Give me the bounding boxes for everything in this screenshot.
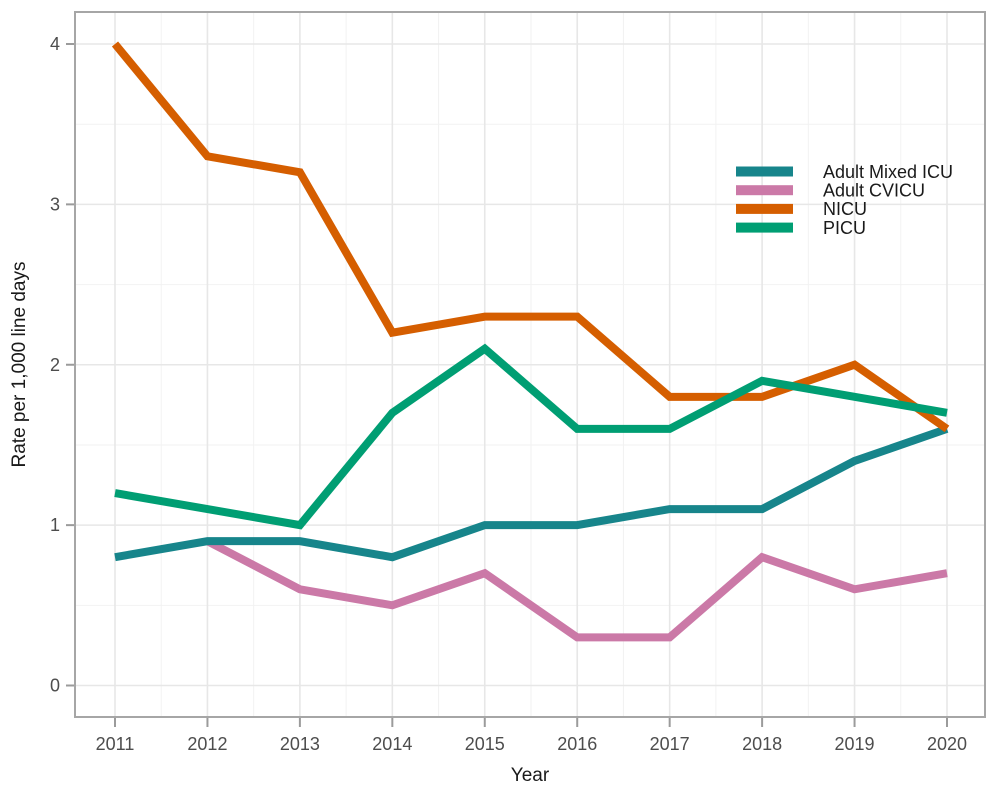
y-tick-label: 2 <box>50 355 60 375</box>
legend-item-nicu: NICU <box>736 199 867 219</box>
legend-swatch-picu <box>736 222 793 233</box>
x-tick-label: 2014 <box>372 734 412 754</box>
x-tick-label: 2016 <box>557 734 597 754</box>
x-tick-label: 2017 <box>650 734 690 754</box>
legend-label-adult-cvicu: Adult CVICU <box>823 181 925 201</box>
legend-label-picu: PICU <box>823 218 866 238</box>
x-tick-label: 2012 <box>187 734 227 754</box>
y-tick-label: 0 <box>50 676 60 696</box>
y-axis: 0 1 2 3 4 <box>50 34 74 696</box>
legend-swatch-nicu <box>736 203 793 214</box>
legend-swatch-adult-cvicu <box>736 185 793 196</box>
y-tick-label: 3 <box>50 194 60 214</box>
series-line-nicu <box>111 41 950 433</box>
x-tick-label: 2020 <box>927 734 967 754</box>
series-line-adult-cvicu <box>205 537 948 642</box>
series-lines <box>111 41 950 642</box>
panel-border <box>74 11 986 718</box>
x-tick-label: 2013 <box>280 734 320 754</box>
legend-label-adult-mixed-icu: Adult Mixed ICU <box>823 162 953 182</box>
x-tick-label: 2019 <box>835 734 875 754</box>
x-tick-label: 2015 <box>465 734 505 754</box>
series-line-picu <box>114 343 948 530</box>
legend-item-adult-mixed-icu: Adult Mixed ICU <box>736 162 953 182</box>
y-tick-label: 1 <box>50 515 60 535</box>
y-axis-title: Rate per 1,000 line days <box>9 262 30 468</box>
legend-label-nicu: NICU <box>823 199 867 219</box>
x-axis-title: Year <box>511 765 550 786</box>
x-tick-label: 2011 <box>96 734 135 754</box>
gridlines <box>75 12 985 717</box>
legend-item-adult-cvicu: Adult CVICU <box>736 181 925 201</box>
legend-swatch-adult-mixed-icu <box>736 166 793 177</box>
legend-item-picu: PICU <box>736 218 866 238</box>
x-tick-label: 2018 <box>742 734 782 754</box>
y-tick-label: 4 <box>50 34 60 54</box>
x-axis: 2011 2012 2013 2014 2015 2016 2017 2018 2019 2020 <box>96 718 967 754</box>
series-line-adult-mixed-icu <box>114 425 949 562</box>
